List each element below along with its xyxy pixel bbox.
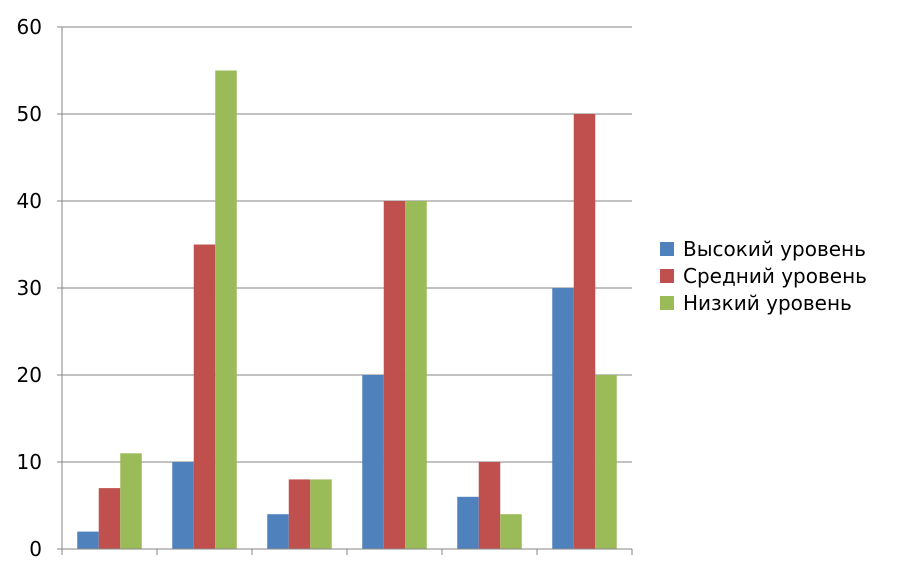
y-tick-label: 40 — [17, 189, 42, 213]
legend-label: Высокий уровень — [683, 237, 866, 261]
bar-2-5 — [478, 462, 501, 549]
bar-1-4 — [362, 375, 384, 549]
legend-label: Низкий уровень — [683, 291, 852, 315]
legend-swatch — [660, 242, 674, 256]
bar-3-4 — [405, 201, 427, 549]
bar-2-6 — [573, 114, 596, 549]
legend-swatch — [660, 269, 674, 283]
bar-2-3 — [288, 479, 311, 549]
bar-3-2 — [215, 70, 237, 549]
bar-3-1 — [120, 453, 142, 549]
y-tick-label: 10 — [17, 450, 42, 474]
bars — [77, 70, 617, 549]
bar-2-4 — [383, 201, 406, 549]
axes — [57, 26, 633, 555]
bar-3-5 — [500, 514, 522, 549]
y-tick-label: 20 — [17, 363, 42, 387]
y-tick-label: 0 — [29, 537, 42, 558]
y-tick-label: 30 — [17, 276, 42, 300]
gridlines — [62, 26, 632, 463]
bar-1-5 — [457, 496, 479, 549]
bar-2-1 — [98, 488, 121, 549]
y-tick-label: 60 — [17, 15, 42, 39]
legend-label: Средний уровень — [683, 264, 867, 288]
bar-1-2 — [172, 462, 194, 549]
y-axis-tick-labels: 0 10 20 30 40 50 60 — [17, 15, 42, 561]
legend: Высокий уровень Средний уровень Низкий уро… — [660, 237, 867, 315]
y-tick-label: 50 — [17, 102, 42, 126]
legend-swatch — [660, 296, 674, 310]
bar-1-1 — [77, 531, 99, 549]
bar-3-6 — [595, 375, 617, 549]
bar-2-2 — [193, 244, 216, 549]
bar-3-3 — [310, 479, 332, 549]
bar-1-3 — [267, 514, 289, 549]
bar-1-6 — [552, 288, 574, 549]
